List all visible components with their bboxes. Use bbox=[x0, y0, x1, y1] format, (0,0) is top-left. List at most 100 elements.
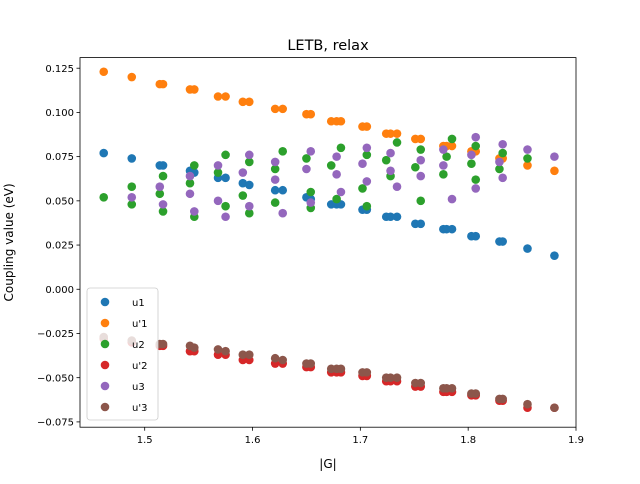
point-series-0-9 bbox=[244, 180, 254, 190]
point-series-2-14 bbox=[244, 208, 254, 218]
point-series-4-18 bbox=[332, 152, 341, 161]
point-series-4-7 bbox=[213, 196, 223, 206]
point-series-4-17 bbox=[306, 198, 316, 207]
point-series-2-22 bbox=[332, 194, 341, 204]
point-series-5-6 bbox=[213, 345, 223, 354]
point-series-1-21 bbox=[392, 129, 402, 138]
point-series-0-23 bbox=[416, 219, 426, 229]
y-tick-label-8: 0.125 bbox=[45, 64, 74, 75]
legend-marker-1 bbox=[100, 318, 110, 328]
point-series-2-11 bbox=[221, 201, 230, 211]
point-series-2-31 bbox=[416, 145, 426, 154]
point-series-5-13 bbox=[306, 359, 316, 368]
y-tick-label-6: 0.075 bbox=[45, 152, 74, 163]
point-series-5-16 bbox=[336, 364, 346, 374]
point-series-5-18 bbox=[362, 368, 372, 377]
point-series-0-28 bbox=[471, 231, 481, 241]
y-tick-label-0: −0.075 bbox=[37, 417, 74, 428]
point-series-4-36 bbox=[498, 139, 507, 149]
point-series-2-36 bbox=[467, 159, 476, 169]
legend-label-0: u1 bbox=[132, 298, 145, 309]
point-series-2-23 bbox=[336, 143, 346, 153]
point-series-4-28 bbox=[416, 171, 426, 181]
chart-title: LETB, relax bbox=[287, 38, 369, 54]
point-series-2-34 bbox=[442, 152, 451, 161]
legend-box bbox=[86, 287, 159, 421]
point-series-2-39 bbox=[495, 164, 504, 174]
point-series-2-37 bbox=[471, 141, 481, 151]
point-series-2-10 bbox=[221, 150, 230, 160]
legend-label-1: u'1 bbox=[132, 319, 147, 330]
x-tick-label-3: 1.8 bbox=[460, 435, 476, 446]
point-series-5-21 bbox=[392, 373, 402, 382]
point-series-4-19 bbox=[332, 170, 341, 179]
point-series-4-14 bbox=[278, 208, 288, 218]
legend-marker-3 bbox=[100, 360, 110, 370]
point-series-2-30 bbox=[411, 162, 420, 172]
point-series-2-0 bbox=[99, 193, 109, 202]
point-series-4-38 bbox=[523, 145, 532, 154]
point-series-4-8 bbox=[221, 212, 230, 222]
point-series-2-16 bbox=[270, 198, 280, 207]
point-series-5-8 bbox=[238, 350, 248, 359]
point-series-5-28 bbox=[471, 389, 481, 398]
point-series-4-6 bbox=[213, 161, 223, 170]
point-series-2-29 bbox=[392, 138, 402, 147]
point-series-4-10 bbox=[244, 150, 254, 160]
x-tick-label-4: 1.9 bbox=[568, 435, 584, 446]
point-series-4-22 bbox=[362, 143, 372, 153]
point-series-2-27 bbox=[381, 155, 391, 165]
x-axis-label: |G| bbox=[319, 457, 336, 471]
point-series-4-25 bbox=[386, 166, 395, 176]
point-series-5-11 bbox=[278, 355, 288, 365]
point-series-4-32 bbox=[467, 150, 476, 160]
point-series-0-11 bbox=[278, 185, 288, 195]
y-axis-ticks: −0.075 −0.050 −0.025 0.000 0.025 0.050 0.075 0.… bbox=[37, 64, 80, 428]
x-axis-ticks: 1.5 1.6 1.7 1.8 1.9 bbox=[137, 427, 584, 446]
point-series-0-0 bbox=[99, 148, 109, 158]
y-tick-label-3: 0.000 bbox=[45, 285, 74, 296]
point-series-2-6 bbox=[185, 178, 195, 188]
point-series-1-5 bbox=[190, 85, 199, 94]
point-series-2-38 bbox=[471, 175, 481, 184]
point-series-1-16 bbox=[336, 116, 346, 126]
point-series-1-26 bbox=[447, 141, 457, 151]
y-tick-label-7: 0.100 bbox=[45, 108, 74, 119]
point-series-4-29 bbox=[439, 145, 448, 154]
point-series-2-12 bbox=[238, 191, 248, 200]
point-series-4-30 bbox=[439, 161, 448, 170]
point-series-5-30 bbox=[498, 394, 507, 404]
point-series-4-4 bbox=[185, 189, 195, 199]
point-series-5-26 bbox=[447, 383, 457, 393]
point-series-2-7 bbox=[190, 161, 199, 170]
point-series-4-16 bbox=[306, 147, 316, 156]
point-series-4-34 bbox=[471, 184, 481, 193]
point-series-4-2 bbox=[158, 200, 168, 209]
point-series-4-21 bbox=[358, 159, 367, 169]
y-axis-label: Coupling value (eV) bbox=[2, 183, 16, 301]
point-series-4-11 bbox=[244, 201, 254, 211]
point-series-4-24 bbox=[386, 148, 395, 158]
point-series-5-31 bbox=[523, 399, 532, 409]
point-series-2-33 bbox=[439, 170, 448, 179]
legend-label-3: u'2 bbox=[132, 361, 147, 372]
point-series-2-15 bbox=[270, 164, 280, 174]
point-series-0-21 bbox=[392, 212, 402, 222]
point-series-4-26 bbox=[392, 182, 402, 191]
point-series-1-31 bbox=[523, 161, 532, 170]
point-series-1-6 bbox=[213, 92, 223, 101]
point-series-4-12 bbox=[270, 157, 280, 167]
point-series-2-25 bbox=[362, 150, 372, 160]
point-series-1-23 bbox=[416, 134, 426, 144]
legend-label-4: u3 bbox=[132, 382, 145, 393]
point-series-2-26 bbox=[362, 201, 372, 211]
point-series-0-30 bbox=[498, 237, 507, 246]
point-series-1-32 bbox=[550, 166, 559, 176]
point-series-4-31 bbox=[447, 194, 457, 204]
point-series-1-9 bbox=[244, 97, 254, 107]
point-series-2-21 bbox=[326, 161, 336, 170]
point-series-0-8 bbox=[238, 178, 248, 188]
point-series-0-31 bbox=[523, 244, 532, 253]
point-series-2-41 bbox=[523, 154, 532, 163]
